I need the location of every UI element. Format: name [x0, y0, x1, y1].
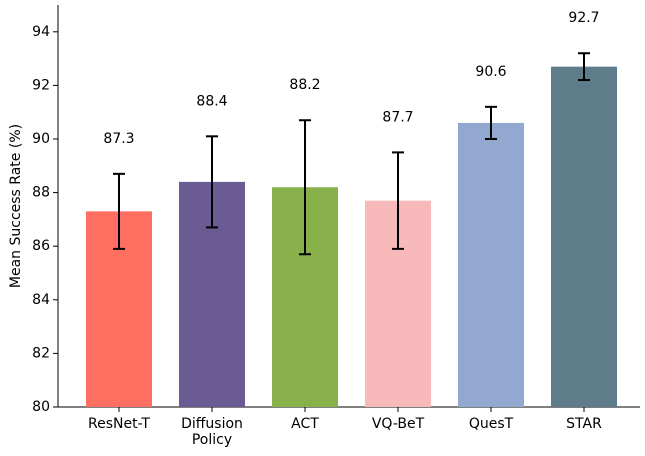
- x-tick-label: ResNet-T: [88, 416, 150, 432]
- data-label: 87.3: [103, 131, 134, 147]
- bar: [551, 66, 617, 407]
- y-axis-label: Mean Success Rate (%): [8, 124, 24, 288]
- data-label: 87.7: [382, 109, 413, 125]
- y-tick-label: 86: [32, 238, 50, 254]
- y-tick-label: 94: [32, 24, 50, 40]
- x-tick-label: STAR: [566, 416, 602, 432]
- data-label: 92.7: [568, 10, 599, 26]
- y-tick-label: 90: [32, 131, 50, 147]
- x-tick-label: QuesT: [469, 416, 514, 432]
- data-label: 90.6: [475, 64, 506, 80]
- data-label: 88.4: [196, 93, 227, 109]
- y-tick-label: 84: [32, 292, 50, 308]
- y-tick-label: 82: [32, 345, 50, 361]
- y-tick-label: 92: [32, 77, 50, 93]
- y-tick-label: 88: [32, 185, 50, 201]
- bar: [458, 122, 524, 408]
- x-tick-label: ACT: [291, 416, 319, 432]
- y-tick-label: 80: [32, 399, 50, 415]
- x-tick-label: Diffusion Policy: [181, 416, 243, 448]
- data-label: 88.2: [289, 77, 320, 93]
- x-tick-label: VQ-BeT: [372, 416, 425, 432]
